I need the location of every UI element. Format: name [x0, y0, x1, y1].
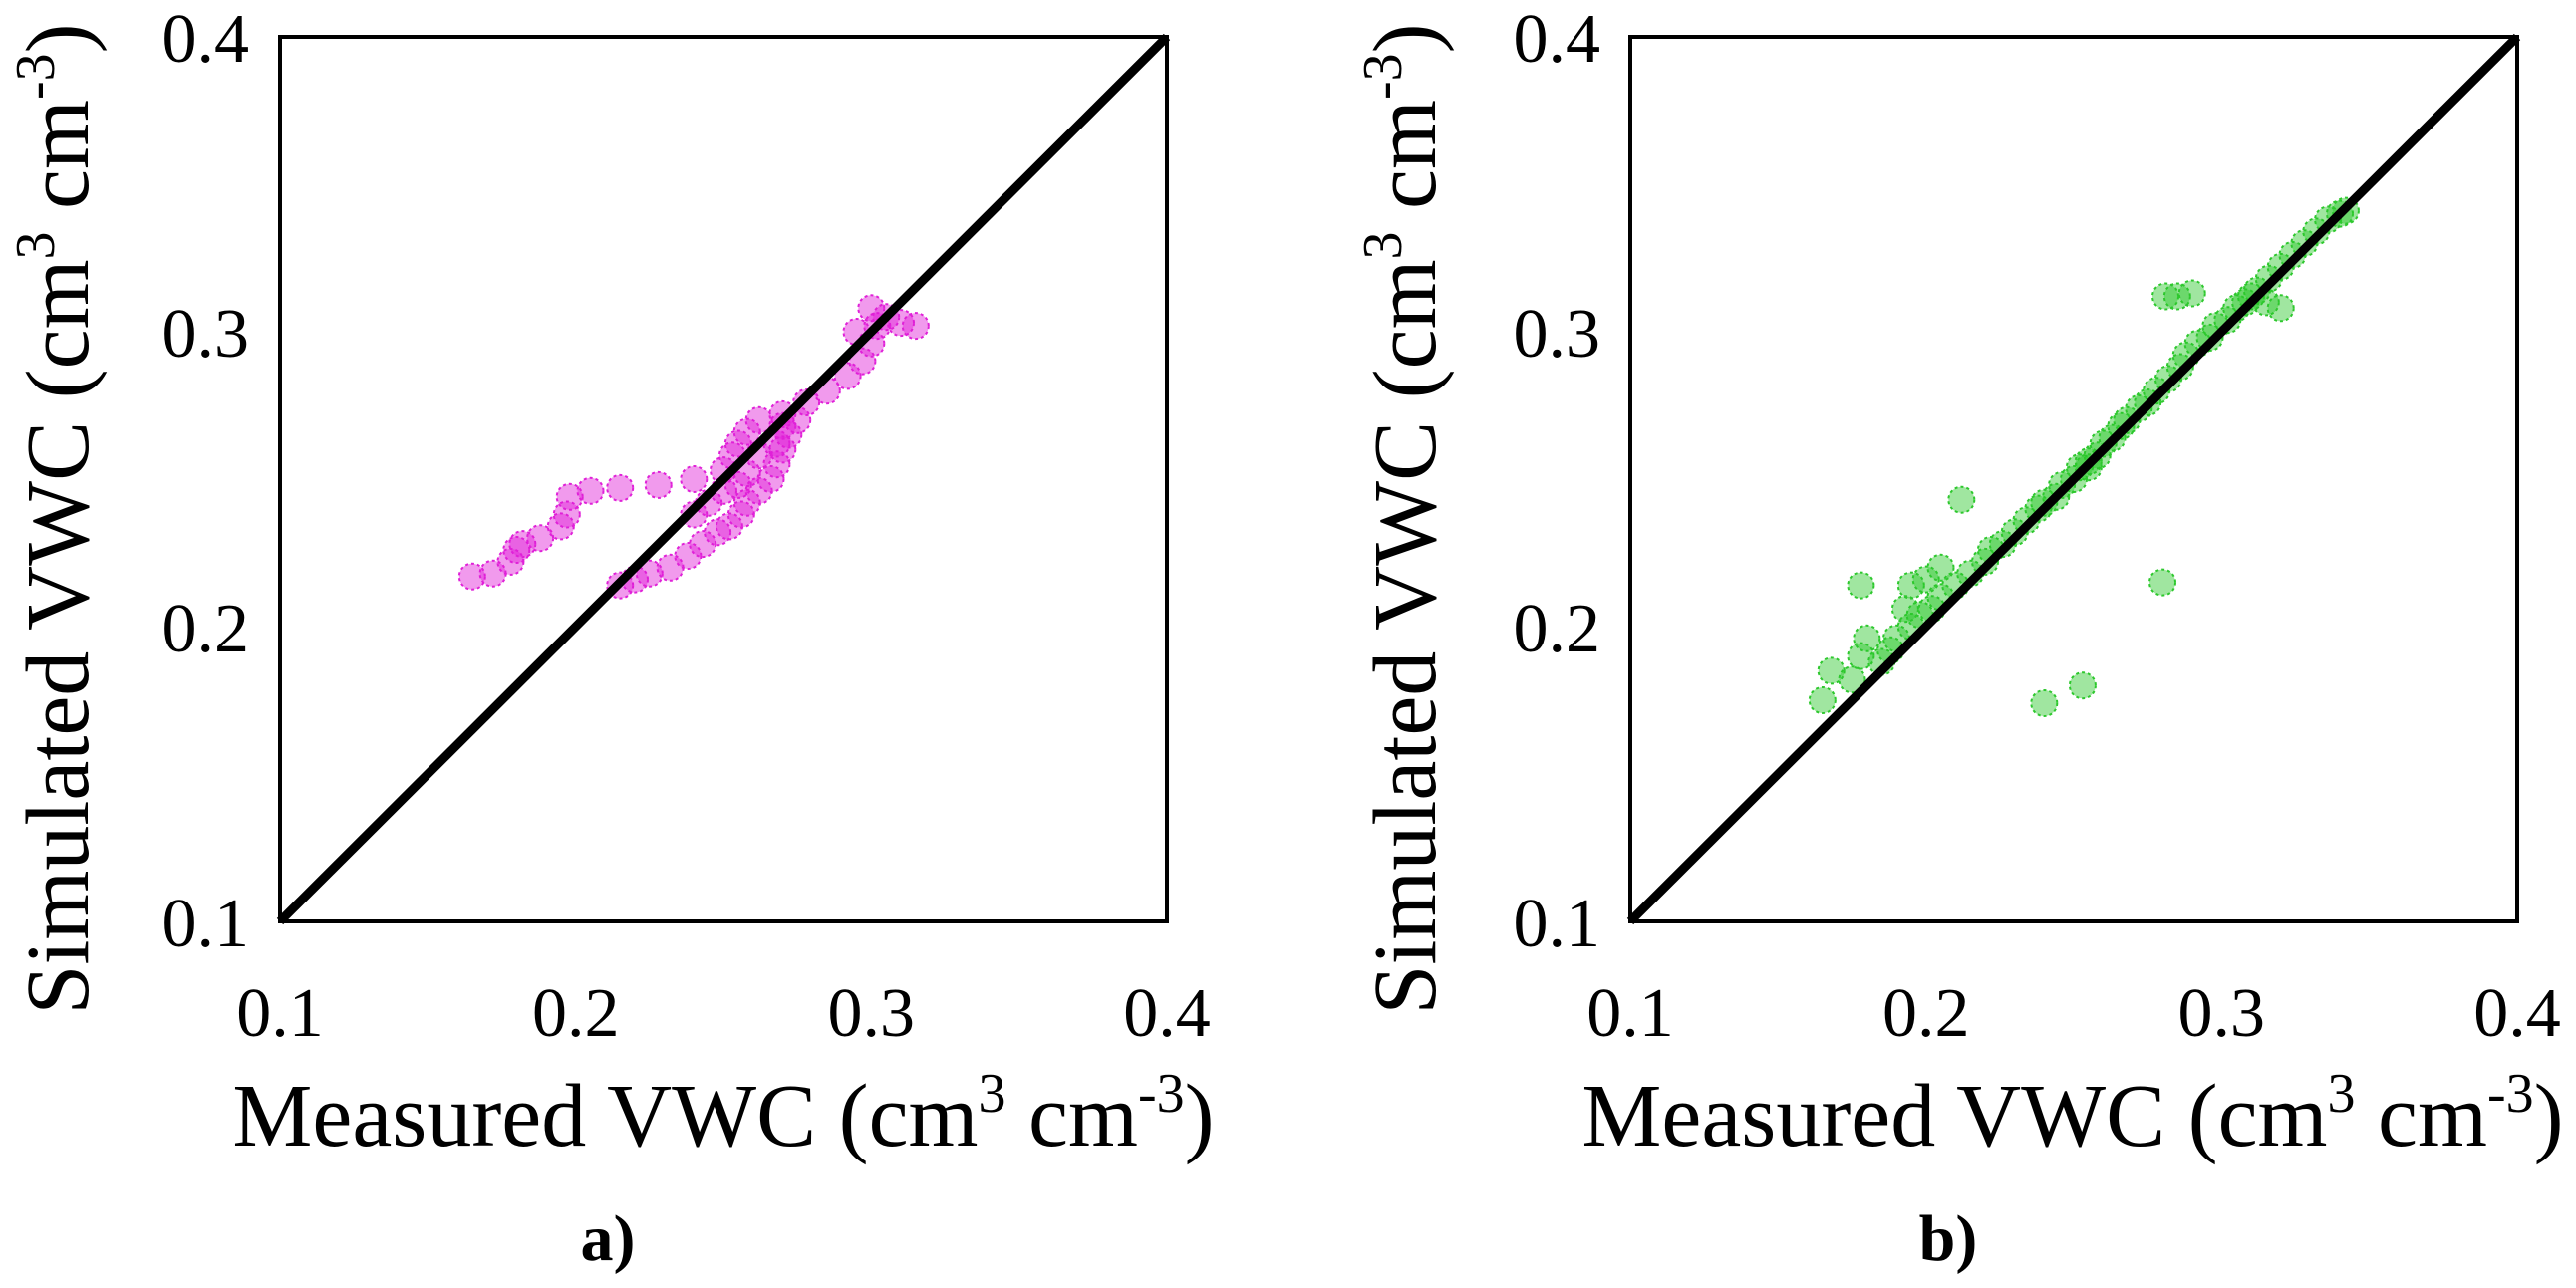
panel-a-point [732, 417, 761, 446]
panel-a-point [887, 309, 915, 338]
panel-b: 0.1 0.2 0.3 0.4 0.1 0.2 0.3 0.4 Measured… [1352, 1, 2564, 1275]
panel-b-label: b) [1919, 1202, 1978, 1275]
panel-b-point [2162, 282, 2191, 311]
panel-a-point [526, 524, 555, 553]
panel-b-point [1853, 624, 1881, 652]
panel-a-point [644, 470, 673, 499]
panel-a-point [857, 294, 886, 323]
panel-a-point [576, 476, 605, 505]
panel-b-point [2068, 671, 2097, 700]
panel-b-point [2030, 689, 2059, 717]
panel-a-point [715, 512, 743, 541]
panel-a-point [723, 470, 752, 499]
panel-a-point [848, 347, 877, 376]
panel-a-label: a) [581, 1202, 636, 1275]
panel-b-y-tick: 0.1 [1514, 886, 1601, 962]
panel-b-point [1911, 565, 1940, 594]
panel-a-point [762, 450, 791, 479]
panel-a-point [606, 473, 635, 502]
panel-a-point [744, 405, 773, 434]
panel-b-y-tick: 0.4 [1514, 1, 1601, 78]
panel-b-point [1947, 485, 1976, 514]
panel-a-point [508, 530, 537, 559]
panel-b-point [1926, 553, 1955, 582]
panel-b-x-tick: 0.1 [1586, 975, 1674, 1052]
panel-b-y-tick: 0.3 [1514, 296, 1601, 373]
panel-b-x-ticks: 0.1 0.2 0.3 0.4 [1586, 975, 2561, 1052]
panel-b-point [1890, 595, 1919, 624]
panel-b-point [2177, 279, 2206, 308]
panel-b-point [1817, 656, 1846, 685]
panel-b-y-ticks: 0.1 0.2 0.3 0.4 [1514, 1, 1601, 962]
panel-b-x-tick: 0.3 [2178, 975, 2266, 1052]
panel-a-point [689, 530, 717, 559]
panel-b-point [2148, 568, 2176, 597]
panel-b-x-axis-label: Measured VWC (cm3 cm-3) [1581, 1063, 2563, 1165]
panel-a-point [901, 312, 930, 341]
panel-a-point [833, 362, 862, 390]
panel-a-point [555, 482, 584, 511]
panel-a-point [457, 562, 486, 591]
panel-a-point [680, 465, 709, 493]
panel-a-point [674, 542, 703, 570]
panel-b-x-tick: 0.4 [2473, 975, 2561, 1052]
panel-a-y-axis-label: Simulated VWC (cm3 cm-3) [5, 23, 108, 1014]
panel-a-y-tick: 0.1 [162, 886, 250, 962]
panel-b-x-tick: 0.2 [1882, 975, 1970, 1052]
panel-a-y-tick: 0.2 [162, 591, 250, 667]
panel-b-point [1808, 686, 1837, 714]
panel-a-one-to-one-line [276, 33, 1171, 925]
panel-a-x-tick: 0.1 [236, 975, 324, 1052]
panel-a-y-tick: 0.4 [162, 1, 250, 78]
panel-a-point [635, 559, 664, 588]
panel-a-x-tick: 0.2 [532, 975, 620, 1052]
panel-b-one-to-one-line [1626, 33, 2521, 925]
panel-b-point [2266, 294, 2295, 323]
panel-a-x-axis-label: Measured VWC (cm3 cm-3) [232, 1063, 1214, 1165]
panel-b-point [1838, 665, 1866, 694]
panel-b-y-tick: 0.2 [1514, 591, 1601, 667]
panel-b-point [1847, 571, 1875, 600]
panel-a-x-tick: 0.4 [1123, 975, 1211, 1052]
panel-a-point [552, 500, 581, 529]
panel-b-y-axis-label: Simulated VWC (cm3 cm-3) [1352, 23, 1455, 1014]
panel-a: 0.1 0.2 0.3 0.4 0.1 0.2 0.3 0.4 Measured… [5, 1, 1215, 1275]
panel-a-x-ticks: 0.1 0.2 0.3 0.4 [236, 975, 1211, 1052]
panel-a-point [723, 429, 752, 458]
panel-b-point [2151, 282, 2179, 311]
panel-a-point [732, 488, 761, 517]
panel-a-y-ticks: 0.1 0.2 0.3 0.4 [162, 1, 250, 962]
panel-a-x-tick: 0.3 [828, 975, 916, 1052]
panel-a-y-tick: 0.3 [162, 296, 250, 373]
panel-a-point [756, 465, 785, 493]
panel-b-point [1847, 642, 1875, 670]
